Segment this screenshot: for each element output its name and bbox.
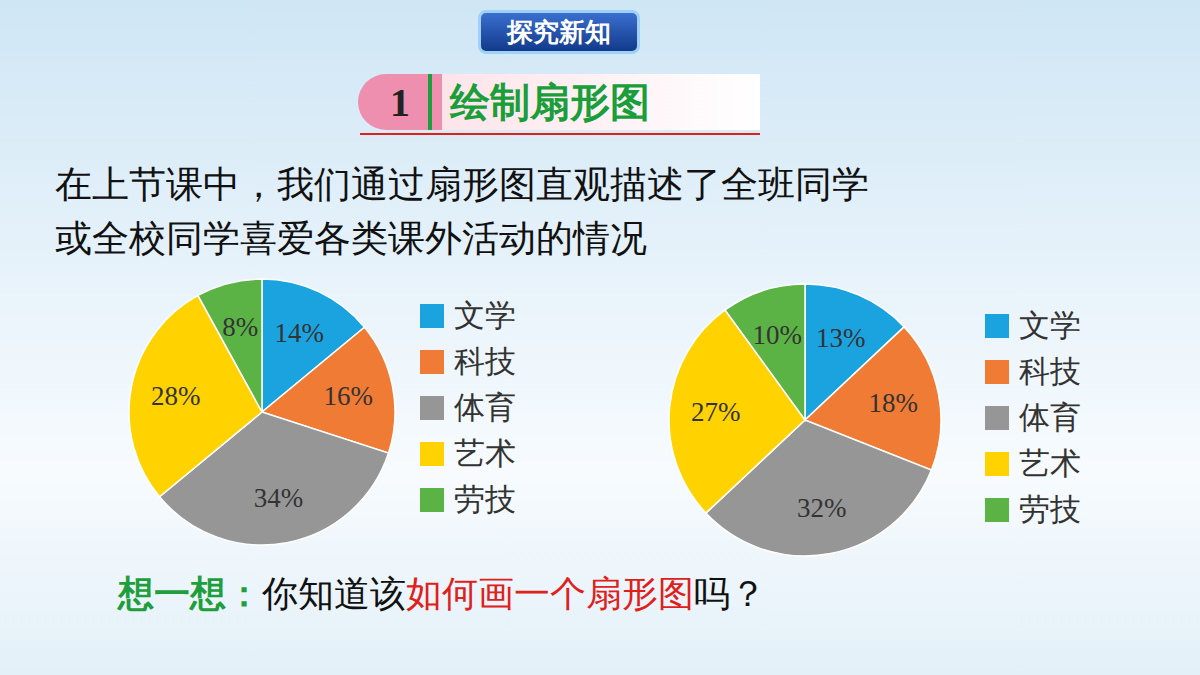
svg-text:18%: 18%	[868, 388, 918, 418]
svg-text:34%: 34%	[254, 483, 304, 513]
html-text:想一想：你知道该如何画一个扇形图吗？: 想一想：你知道该如何画一个扇形图吗？	[118, 573, 766, 614]
html-text:体育: 体育	[454, 390, 516, 425]
html-text:劳技: 劳技	[454, 482, 516, 517]
html-text:劳技: 劳技	[1019, 492, 1081, 527]
svg-text:27%: 27%	[691, 397, 741, 427]
html-text:艺术: 艺术	[454, 436, 516, 471]
html-text:或全校同学喜爱各类课外活动的情况: 或全校同学喜爱各类课外活动的情况	[55, 217, 647, 260]
svg-text:28%: 28%	[151, 381, 201, 411]
svg-text:8%: 8%	[222, 312, 258, 342]
svg-text:32%: 32%	[797, 493, 847, 523]
svg-text:14%: 14%	[275, 318, 325, 348]
html-text:文学: 文学	[1019, 308, 1081, 343]
html-text:科技: 科技	[1019, 354, 1081, 389]
svg-text:16%: 16%	[323, 381, 373, 411]
html-text:体育: 体育	[1019, 400, 1081, 435]
html-text:1: 1	[390, 79, 410, 125]
html-text:艺术: 艺术	[1019, 446, 1081, 481]
html-text:文学: 文学	[454, 298, 516, 333]
html-text:科技: 科技	[454, 344, 516, 379]
html-text:在上节课中，我们通过扇形图直观描述了全班同学: 在上节课中，我们通过扇形图直观描述了全班同学	[55, 163, 869, 206]
svg-text:10%: 10%	[753, 320, 803, 350]
html-text:绘制扇形图: 绘制扇形图	[450, 78, 650, 125]
html-text:探究新知: 探究新知	[507, 16, 611, 47]
svg-text:13%: 13%	[816, 323, 866, 353]
